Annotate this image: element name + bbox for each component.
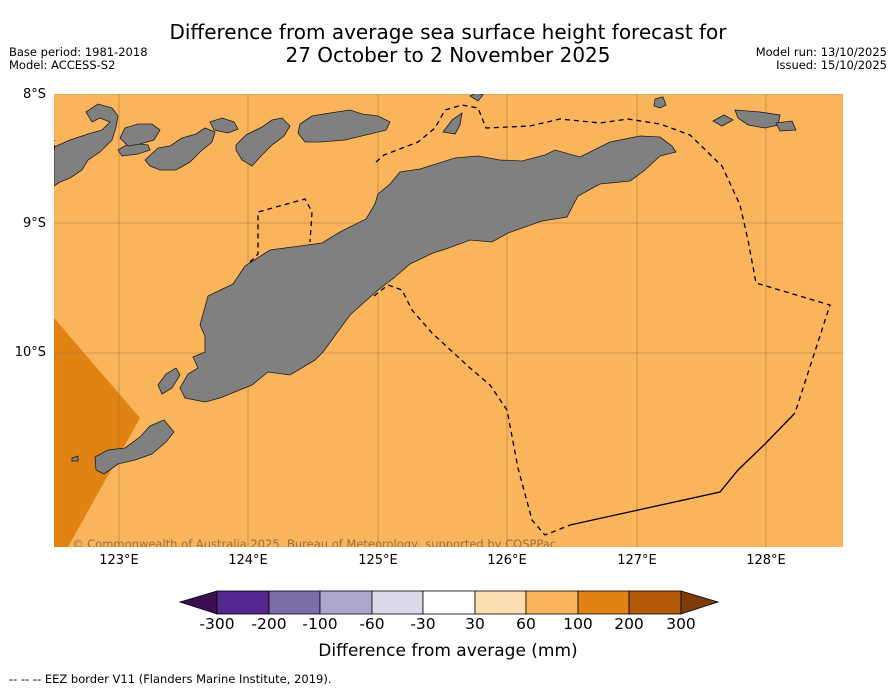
lon-label-128e: 128°E	[746, 553, 786, 568]
lon-label-123e: 123°E	[99, 553, 139, 568]
landmasses	[54, 94, 797, 475]
island-rote	[157, 367, 181, 395]
colorbar-swatch	[319, 590, 373, 615]
map-title-line1: Difference from average sea surface heig…	[169, 20, 727, 44]
colorbar-tick-label: -200	[251, 615, 287, 633]
colorbar-swatch	[268, 590, 321, 615]
colorbar-low-extension	[178, 590, 218, 615]
colorbar-swatch	[422, 590, 476, 615]
colorbar-tick-label: 300	[666, 615, 696, 633]
colorbar-title: Difference from average (mm)	[318, 641, 578, 661]
colorbar-tick-label: 100	[563, 615, 593, 633]
island-sermata	[712, 114, 734, 127]
colorbar-tick-label: -100	[302, 615, 338, 633]
island-pantar	[209, 117, 239, 134]
colorbar-tick-label: 60	[516, 615, 536, 633]
eez-border-south	[373, 284, 571, 536]
meta-right: Model run: 13/10/2025 Issued: 15/10/2025	[756, 46, 887, 72]
colorbar-high-extension	[680, 590, 720, 615]
island-timor	[179, 135, 677, 403]
island-savu	[94, 419, 175, 475]
island-alor	[235, 117, 291, 167]
island-leti	[653, 96, 667, 109]
colorbar-tick-label: -30	[410, 615, 436, 633]
colorbar	[178, 590, 720, 615]
copyright-text: © Commonwealth of Australia 2025, Bureau…	[72, 537, 556, 551]
island-atauro	[442, 112, 463, 135]
lon-label-127e: 127°E	[617, 553, 657, 568]
colorbar-swatch	[474, 590, 527, 615]
colorbar-tick-label: 200	[614, 615, 644, 633]
colorbar-tick-label: 30	[465, 615, 485, 633]
base-period-text: Base period: 1981-2018	[9, 45, 148, 59]
eez-border	[54, 104, 831, 536]
eez-border-solid	[569, 412, 796, 526]
map-title-line2: 27 October to 2 November 2025	[285, 43, 611, 67]
island-small-1	[469, 94, 484, 102]
island-lembata	[119, 123, 161, 147]
island-flores	[54, 103, 119, 187]
colorbar-swatch	[216, 590, 270, 615]
colorbar-swatch	[628, 590, 682, 615]
island-wetar	[297, 109, 391, 143]
high-anomaly-area	[54, 318, 140, 547]
issued-text: Issued: 15/10/2025	[776, 58, 887, 72]
lat-label-10s: 10°S	[14, 345, 46, 360]
island-moa	[734, 109, 781, 129]
lon-label-124e: 124°E	[228, 553, 268, 568]
colorbar-tick-label: -60	[359, 615, 385, 633]
island-lakor	[775, 120, 797, 132]
eez-legend-note: -- -- -- EEZ border V11 (Flanders Marine…	[9, 672, 332, 686]
lat-label-9s: 9°S	[22, 216, 46, 231]
model-text: Model: ACCESS-S2	[9, 58, 116, 72]
eez-border-north	[375, 104, 831, 414]
lat-label-8s: 8°S	[22, 87, 46, 102]
eez-border-west	[249, 198, 313, 263]
colorbar-swatch	[577, 590, 630, 615]
meta-left: Base period: 1981-2018 Model: ACCESS-S2	[9, 46, 148, 72]
island-adonara	[144, 127, 216, 171]
colorbar-swatch	[525, 590, 579, 615]
colorbar-tick-label: -300	[199, 615, 235, 633]
island-small-2	[71, 455, 79, 462]
model-run-text: Model run: 13/10/2025	[755, 45, 887, 59]
lon-label-126e: 126°E	[487, 553, 527, 568]
lon-label-125e: 125°E	[358, 553, 398, 568]
colorbar-swatch	[371, 590, 424, 615]
